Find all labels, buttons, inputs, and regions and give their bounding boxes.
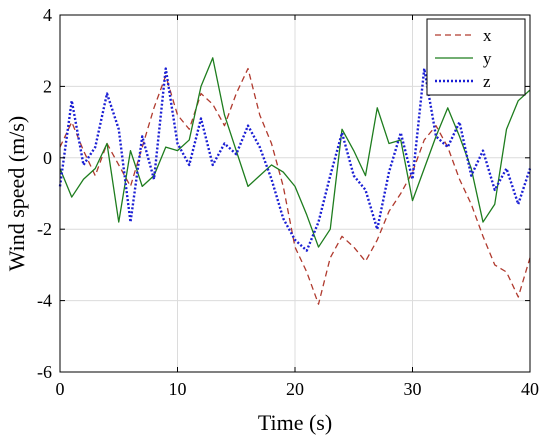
legend-box [426, 18, 526, 96]
legend-label-y: y [483, 49, 492, 68]
series-layer [58, 57, 532, 305]
series-line-z [58, 67, 532, 252]
y-tick-label: -4 [37, 291, 52, 311]
legend-label-z: z [483, 72, 491, 91]
x-tick-label: 10 [169, 379, 187, 399]
x-tick-label: 30 [404, 379, 422, 399]
y-axis-label: Wind speed (m/s) [4, 116, 29, 272]
y-tick-label: 0 [43, 148, 52, 168]
y-tick-label: 4 [43, 5, 52, 25]
x-tick-label: 20 [286, 379, 304, 399]
x-tick-label: 0 [56, 379, 65, 399]
x-axis-label: Time (s) [258, 410, 332, 435]
legend: xyz [426, 18, 526, 96]
y-tick-label: -6 [37, 362, 52, 382]
legend-label-x: x [483, 26, 492, 45]
axis-ticks: 0 10 20 30 40 -6 -4 -2 0 2 4 [37, 5, 539, 399]
y-tick-label: -2 [37, 219, 52, 239]
series-line-y [59, 57, 531, 248]
y-tick-label: 2 [43, 76, 52, 96]
x-tick-label: 40 [521, 379, 539, 399]
